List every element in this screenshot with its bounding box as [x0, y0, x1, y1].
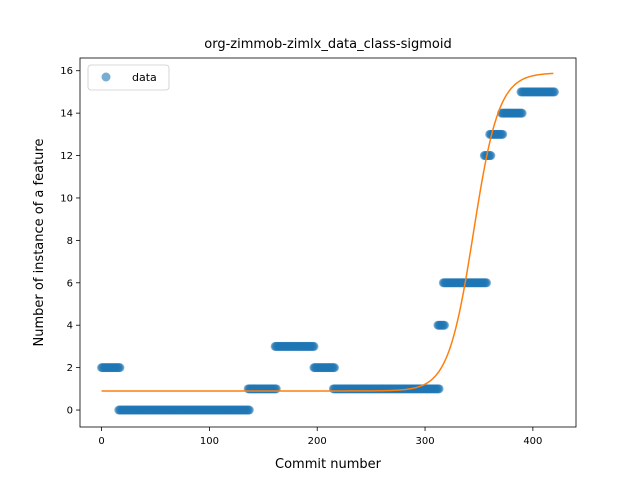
y-tick-label: 10 [60, 193, 73, 204]
y-tick-label: 16 [60, 66, 73, 77]
y-tick-label: 0 [67, 406, 73, 417]
y-tick-label: 12 [60, 151, 73, 162]
legend: data [87, 64, 170, 91]
chart-title: org-zimmob-zimlx_data_class-sigmoid [204, 37, 451, 52]
legend-label-data: data [132, 71, 157, 84]
y-tick-label: 8 [67, 236, 73, 247]
x-tick-label: 300 [415, 436, 434, 447]
y-tick-label: 6 [67, 278, 73, 289]
data-point [482, 278, 491, 288]
sigmoid-fit-line [101, 72, 554, 392]
data-point [271, 384, 281, 394]
data-point [309, 341, 319, 351]
x-tick-label: 0 [98, 436, 104, 447]
y-tick-label: 4 [67, 321, 73, 332]
x-tick-label: 400 [523, 436, 542, 447]
plot-frame [79, 57, 577, 428]
data-point [549, 87, 559, 97]
x-tick-label: 100 [200, 436, 219, 447]
data-point [115, 363, 125, 373]
y-axis-label: Number of instance of a feature [32, 139, 47, 347]
legend-marker-data [101, 72, 111, 82]
data-point [329, 363, 339, 373]
data-point [517, 108, 527, 118]
x-axis: 0 100 200 300 400 [98, 427, 542, 447]
data-point [498, 129, 508, 139]
x-axis-label: Commit number [275, 457, 382, 472]
y-axis: 0 2 4 6 8 10 12 14 16 [60, 66, 80, 417]
data-points [97, 87, 559, 415]
x-tick-label: 200 [308, 436, 327, 447]
data-point [434, 384, 444, 394]
data-point [244, 405, 254, 415]
legend-box [87, 64, 170, 91]
plot-area [97, 72, 559, 415]
data-point [439, 320, 449, 330]
y-tick-label: 14 [60, 109, 73, 120]
y-tick-label: 2 [67, 363, 73, 374]
data-point [486, 151, 496, 161]
